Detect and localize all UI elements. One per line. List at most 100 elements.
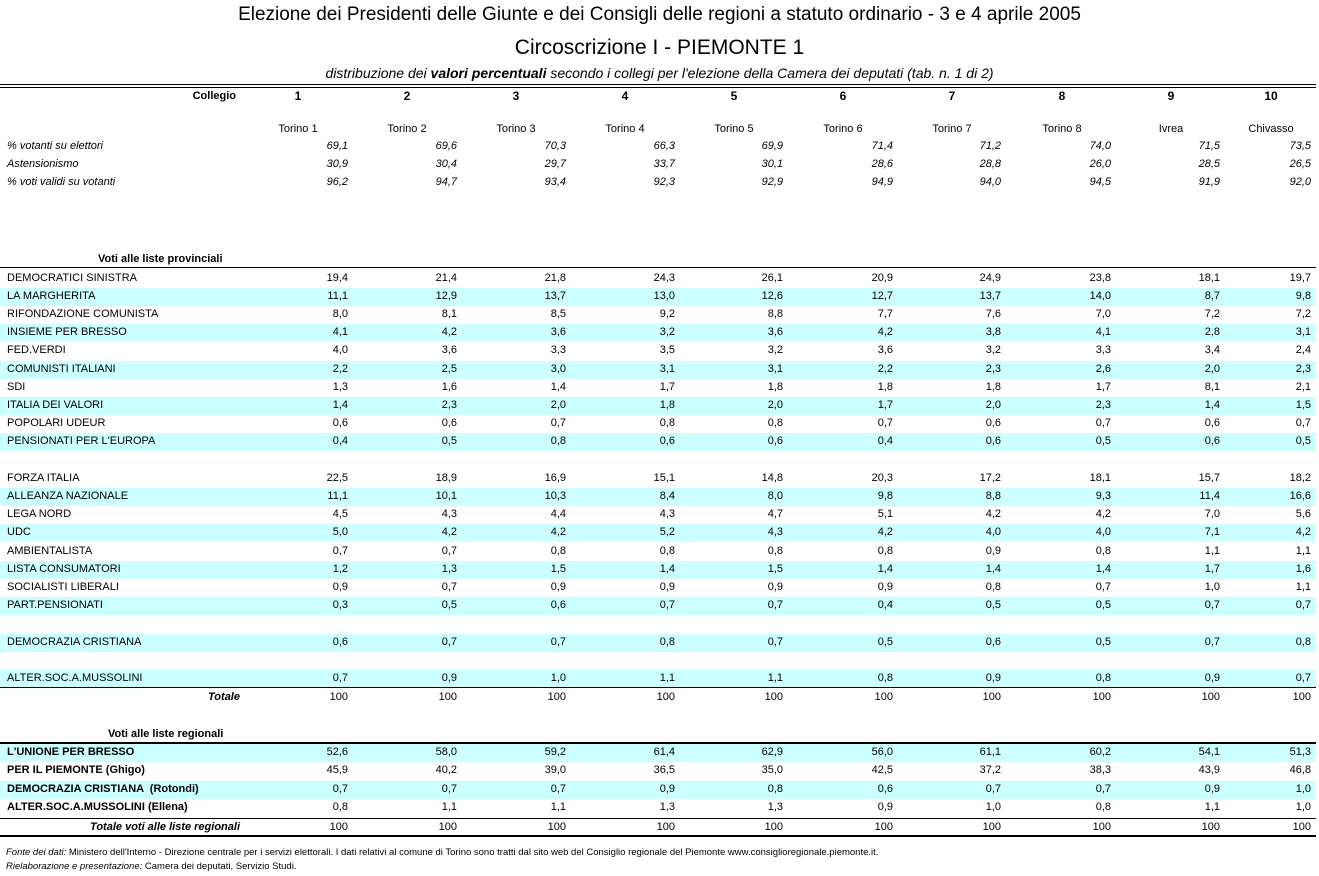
row-label: DEMOCRATICI SINISTRA: [7, 271, 137, 284]
value-cell: 3,2: [767, 344, 783, 357]
row-label: COMUNISTI ITALIANI: [7, 362, 116, 375]
value-cell: 0,9: [441, 671, 457, 684]
value-cell: 0,7: [1295, 599, 1311, 612]
value-cell: 0,9: [1204, 782, 1220, 795]
value-cell: 100: [1092, 691, 1111, 703]
value-cell: 91,9: [1198, 176, 1220, 189]
value-cell: 3,1: [659, 362, 675, 375]
value-cell: 61,4: [653, 746, 675, 758]
value-cell: 16,9: [544, 471, 566, 484]
rule: [0, 84, 1316, 85]
value-cell: 2,0: [767, 398, 783, 411]
value-cell: 8,5: [550, 307, 566, 320]
value-cell: 37,2: [979, 764, 1001, 777]
value-cell: 1,3: [659, 800, 675, 813]
value-cell: 30,9: [326, 158, 348, 171]
value-cell: 0,7: [441, 635, 457, 648]
value-cell: 0,8: [332, 800, 348, 813]
value-cell: 0,6: [1204, 417, 1220, 430]
value-cell: 0,7: [441, 782, 457, 795]
value-cell: 0,8: [1095, 800, 1111, 813]
value-cell: 100: [1201, 691, 1220, 703]
value-cell: 69,6: [435, 140, 457, 152]
value-cell: 12,9: [435, 289, 457, 302]
row-label: PENSIONATI PER L'EUROPA: [7, 435, 156, 448]
value-cell: 0,6: [332, 417, 348, 430]
value-cell: 0,8: [767, 782, 783, 795]
collegio-number: 7: [948, 89, 956, 103]
total-label: Totale voti alle liste regionali: [90, 821, 240, 833]
value-cell: 29,7: [544, 158, 566, 171]
value-cell: 0,7: [550, 417, 566, 430]
value-cell: 100: [329, 691, 348, 703]
value-cell: 3,1: [767, 362, 783, 375]
stripe: [0, 396, 1316, 415]
collegio-name: Torino 6: [823, 123, 863, 135]
value-cell: 0,9: [877, 580, 893, 593]
value-cell: 26,5: [1289, 158, 1311, 171]
value-cell: 56,0: [871, 746, 893, 758]
value-cell: 0,8: [550, 435, 566, 448]
value-cell: 14,8: [761, 471, 783, 484]
value-cell: 0,8: [1095, 671, 1111, 684]
value-cell: 12,6: [761, 289, 783, 302]
collegio-number: 1: [294, 89, 302, 103]
value-cell: 0,8: [659, 417, 675, 430]
value-cell: 20,9: [871, 271, 893, 284]
value-cell: 35,0: [761, 764, 783, 777]
value-cell: 1,8: [767, 380, 783, 393]
value-cell: 1,0: [985, 800, 1001, 813]
value-cell: 0,7: [1095, 417, 1111, 430]
row-label: PER IL PIEMONTE (Ghigo): [7, 764, 145, 777]
value-cell: 0,7: [985, 782, 1001, 795]
collegio-number: 2: [403, 89, 411, 103]
value-cell: 1,7: [1095, 380, 1111, 393]
value-cell: 4,2: [550, 526, 566, 539]
value-cell: 1,4: [550, 380, 566, 393]
value-cell: 0,7: [1204, 599, 1220, 612]
value-cell: 2,3: [985, 362, 1001, 375]
value-cell: 24,3: [653, 271, 675, 284]
row-label: FED.VERDI: [7, 344, 66, 357]
collegio-number: 5: [730, 89, 738, 103]
value-cell: 26,0: [1089, 158, 1111, 171]
value-cell: 16,6: [1289, 489, 1311, 502]
collegio-name: Torino 1: [278, 123, 318, 135]
value-cell: 0,6: [659, 435, 675, 448]
collegio-name: Chivasso: [1248, 123, 1294, 135]
value-cell: 0,4: [332, 435, 348, 448]
value-cell: 4,1: [332, 326, 348, 339]
stripe: [0, 524, 1316, 543]
value-cell: 13,7: [544, 289, 566, 302]
value-cell: 54,1: [1198, 746, 1220, 758]
value-cell: 7,1: [1204, 526, 1220, 539]
value-cell: 2,2: [877, 362, 893, 375]
rule: [0, 87, 1316, 88]
value-cell: 0,7: [550, 782, 566, 795]
value-cell: 1,0: [550, 671, 566, 684]
collegio-number: 3: [512, 89, 520, 103]
value-cell: 2,4: [1295, 344, 1311, 357]
value-cell: 1,4: [1095, 562, 1111, 575]
stripe: [0, 324, 1316, 343]
rule: [0, 267, 1316, 268]
value-cell: 3,5: [659, 344, 675, 357]
value-cell: 3,6: [550, 326, 566, 339]
row-label: LISTA CONSUMATORI: [7, 562, 121, 575]
value-cell: 3,3: [550, 344, 566, 357]
row-label: POPOLARI UDEUR: [7, 417, 106, 430]
value-cell: 3,8: [985, 326, 1001, 339]
value-cell: 30,1: [761, 158, 783, 171]
value-cell: 92,0: [1289, 176, 1311, 189]
value-cell: 0,6: [877, 782, 893, 795]
value-cell: 100: [547, 691, 566, 703]
value-cell: 0,7: [767, 635, 783, 648]
value-cell: 3,6: [877, 344, 893, 357]
value-cell: 0,9: [659, 580, 675, 593]
value-cell: 93,4: [544, 176, 566, 189]
value-cell: 42,5: [871, 764, 893, 777]
total-label: Totale: [208, 691, 240, 703]
value-cell: 1,0: [1295, 782, 1311, 795]
value-cell: 46,8: [1289, 764, 1311, 777]
value-cell: 58,0: [435, 746, 457, 758]
